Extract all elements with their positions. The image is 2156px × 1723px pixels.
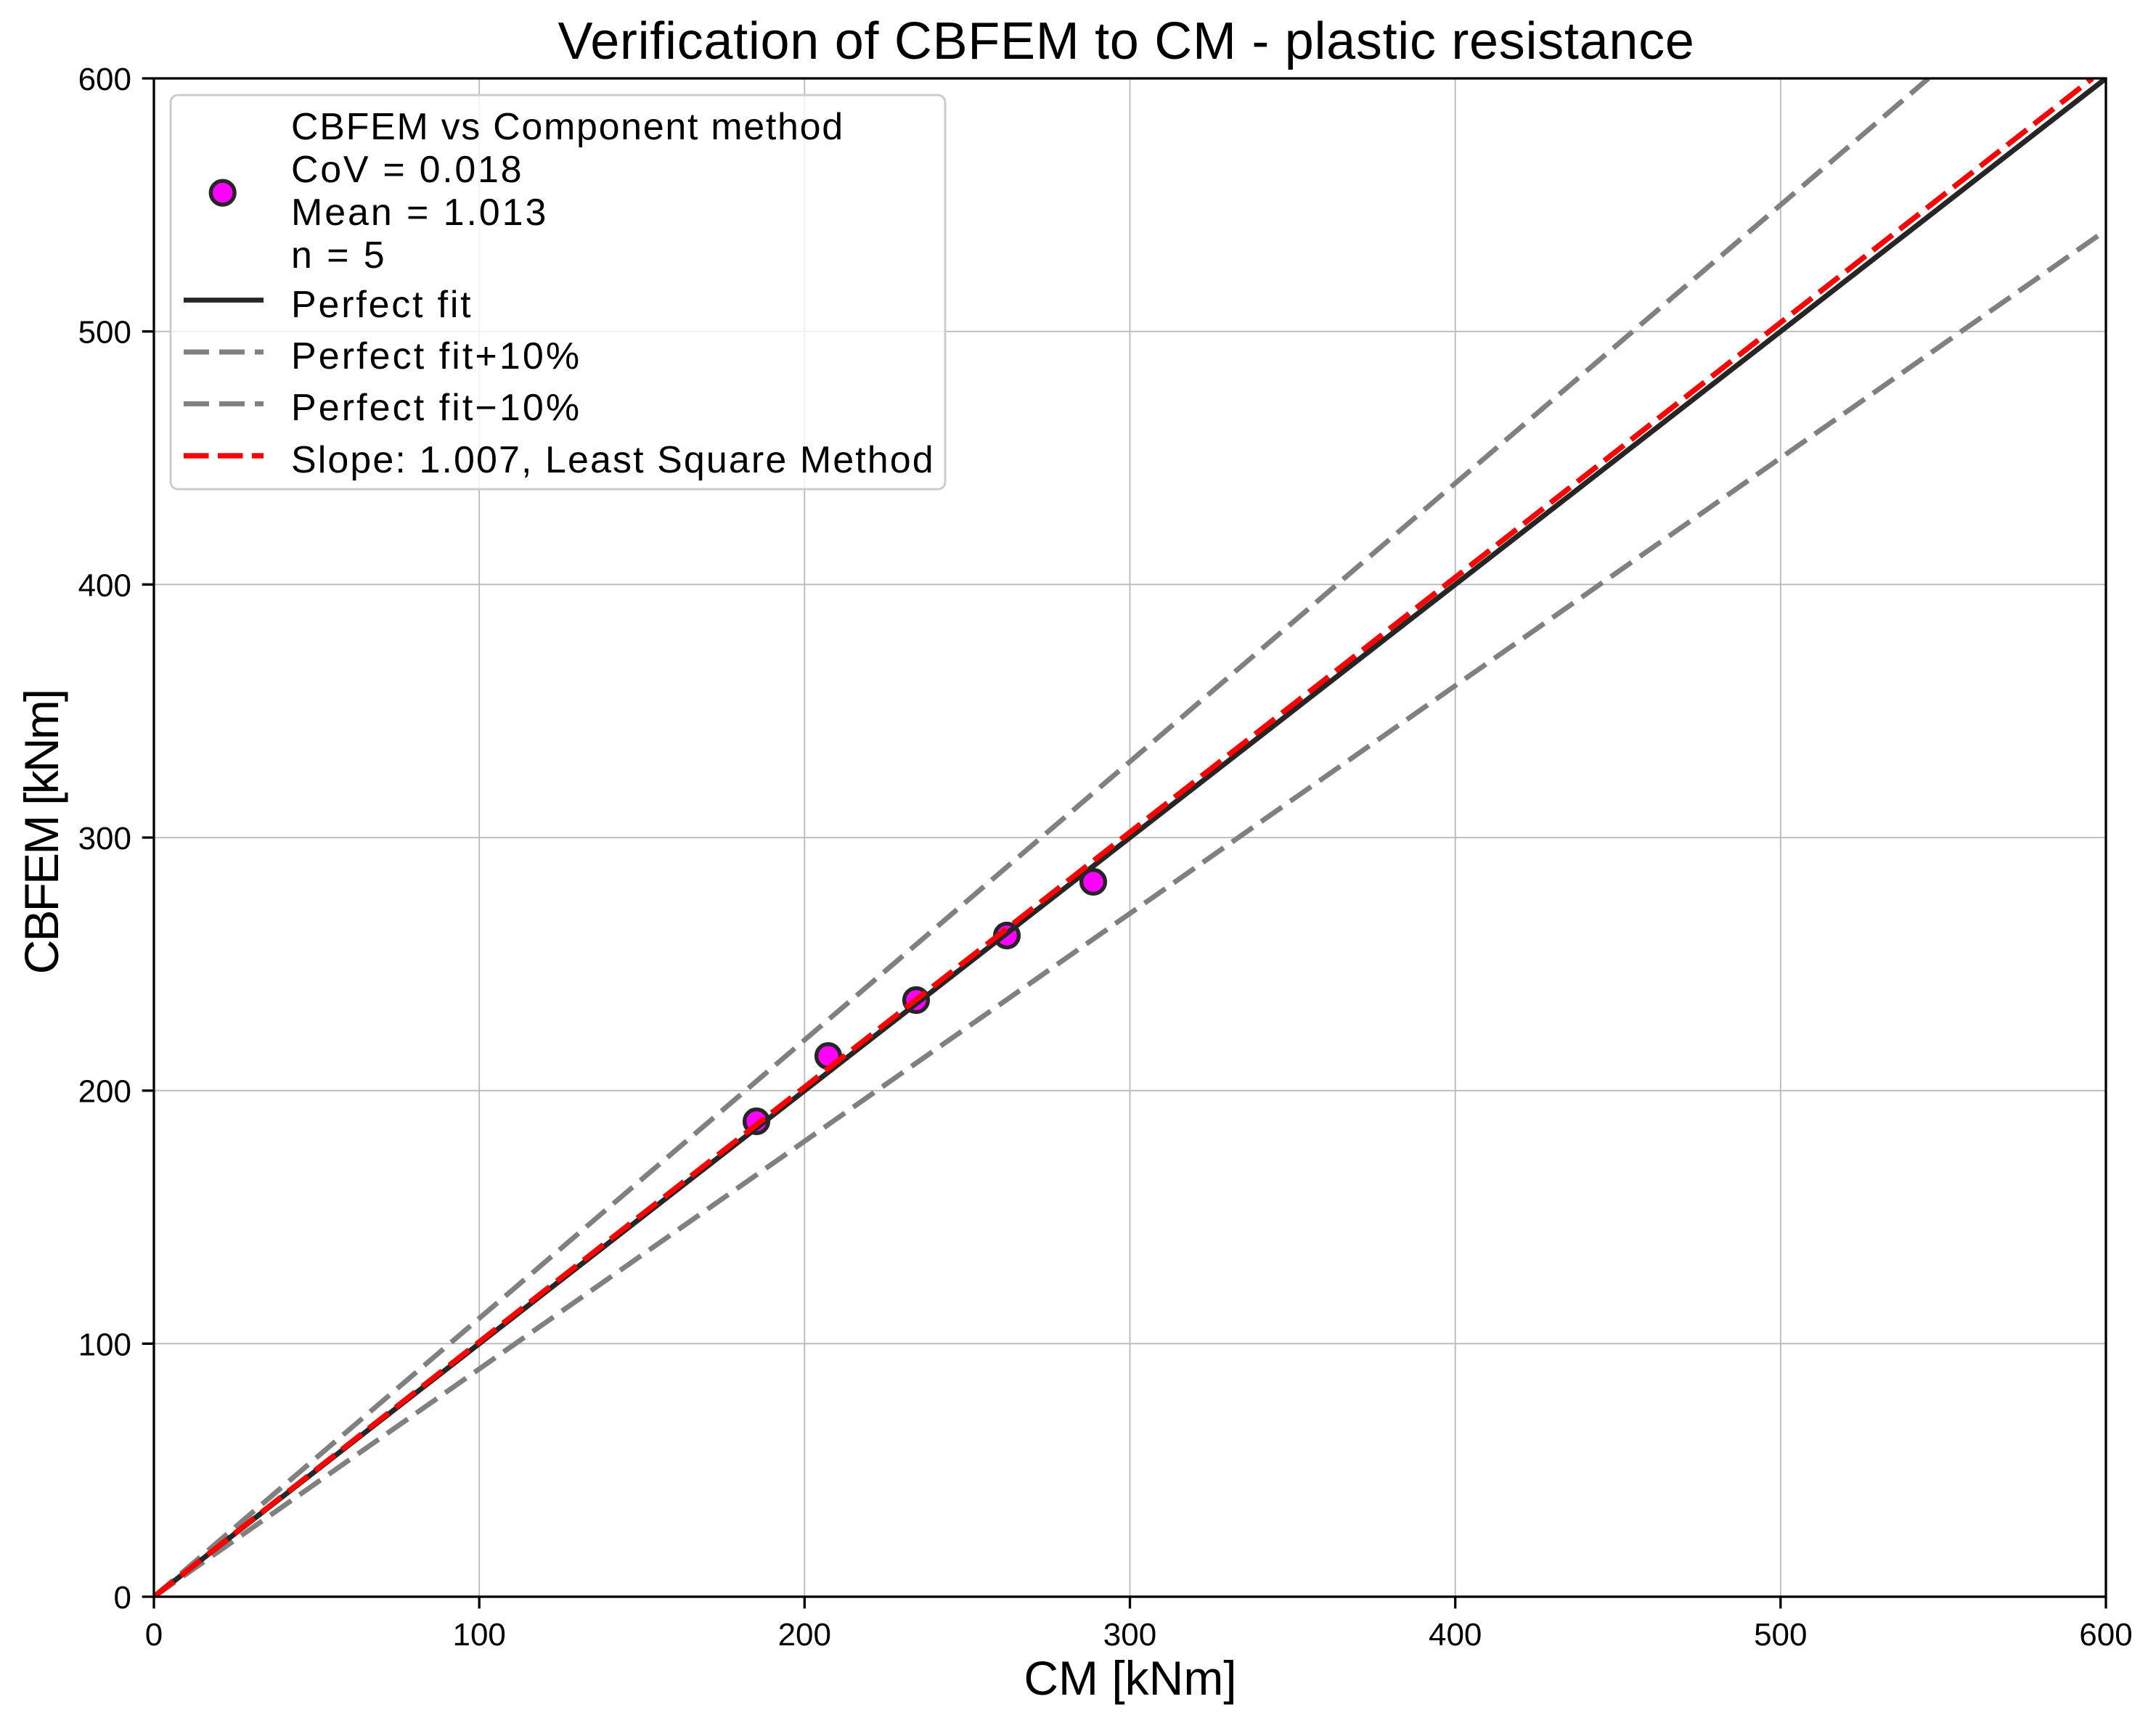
svg-text:Perfect fit+10%: Perfect fit+10% [291,335,581,377]
svg-text:CBFEM vs Component method: CBFEM vs Component method [291,106,844,148]
svg-text:300: 300 [1103,1617,1156,1653]
svg-text:Slope: 1.007, Least Square Met: Slope: 1.007, Least Square Method [291,439,935,481]
svg-text:400: 400 [78,568,131,603]
svg-text:600: 600 [2079,1617,2132,1653]
svg-text:500: 500 [78,315,131,351]
svg-text:600: 600 [78,62,131,97]
svg-text:500: 500 [1754,1617,1807,1653]
svg-text:200: 200 [778,1617,831,1653]
svg-text:200: 200 [78,1074,131,1110]
svg-text:400: 400 [1429,1617,1482,1653]
svg-text:Perfect fit−10%: Perfect fit−10% [291,387,581,429]
svg-text:Verification of CBFEM to CM -: Verification of CBFEM to CM - plastic re… [558,12,1694,70]
svg-text:CoV = 0.018: CoV = 0.018 [291,149,523,191]
svg-text:0: 0 [145,1617,163,1653]
svg-text:CBFEM [kNm]: CBFEM [kNm] [15,691,68,975]
svg-text:300: 300 [78,821,131,856]
svg-text:100: 100 [452,1617,505,1653]
svg-text:100: 100 [78,1327,131,1362]
svg-text:CM [kNm]: CM [kNm] [1024,1651,1236,1705]
svg-text:n = 5: n = 5 [291,234,387,277]
svg-text:Mean = 1.013: Mean = 1.013 [291,192,548,234]
svg-text:0: 0 [114,1580,131,1616]
svg-text:Perfect fit: Perfect fit [291,284,473,326]
